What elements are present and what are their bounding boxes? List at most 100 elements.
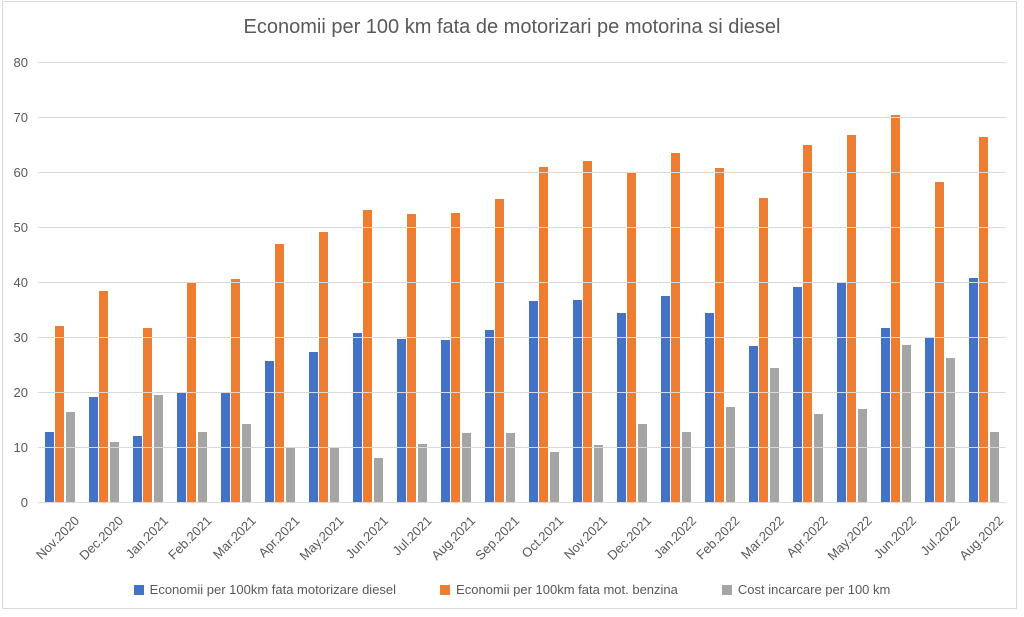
bar-diesel [89, 397, 98, 503]
bar-group [793, 63, 823, 503]
bar-benzina [803, 144, 812, 503]
bar-diesel [661, 295, 670, 503]
gridline [38, 447, 1006, 448]
bar-cost [814, 414, 823, 503]
bar-group [661, 63, 691, 503]
bar-benzina [231, 278, 240, 503]
bar-diesel [881, 327, 890, 503]
bar-diesel [749, 346, 758, 503]
x-tick-label: Aug.2022 [956, 513, 1007, 563]
gridline [38, 62, 1006, 63]
bar-group [89, 63, 119, 503]
bar-group [705, 63, 735, 503]
bar-group [265, 63, 295, 503]
legend-swatch-diesel-icon [133, 584, 144, 595]
bar-cost [946, 358, 955, 503]
bar-diesel [529, 301, 538, 503]
gridline [38, 282, 1006, 283]
x-tick-label: Jun.2021 [342, 513, 391, 562]
bar-cost [990, 431, 999, 503]
x-tick-label: Oct.2021 [518, 513, 567, 561]
bar-cost [286, 446, 295, 503]
bar-group [837, 63, 867, 503]
bar-benzina [319, 232, 328, 503]
bar-cost [682, 432, 691, 503]
x-tick-label: Nov.2020 [33, 513, 83, 563]
bar-cost [594, 444, 603, 503]
bar-diesel [617, 312, 626, 503]
bar-benzina [495, 198, 504, 503]
bar-group [441, 63, 471, 503]
bar-benzina [891, 114, 900, 503]
bar-diesel [265, 360, 274, 503]
legend-item-diesel: Economii per 100km fata motorizare diese… [133, 582, 396, 597]
legend-label-benzina: Economii per 100km fata mot. benzina [456, 582, 678, 597]
legend-swatch-cost-icon [721, 584, 732, 595]
bar-cost [462, 432, 471, 503]
bar-group [749, 63, 779, 503]
bar-cost [638, 424, 647, 503]
x-tick-label: Dec.2021 [604, 513, 655, 563]
bar-benzina [715, 168, 724, 503]
bar-group [397, 63, 427, 503]
legend-swatch-benzina-icon [440, 584, 451, 595]
bar-diesel [45, 431, 54, 503]
bar-group [221, 63, 251, 503]
bar-benzina [363, 209, 372, 503]
bars [38, 63, 1006, 503]
bar-cost [418, 443, 427, 503]
bar-cost [242, 423, 251, 503]
bar-benzina [627, 173, 636, 503]
x-tick-label: Mar.2021 [209, 513, 259, 562]
bar-diesel [705, 313, 714, 503]
bar-group [353, 63, 383, 503]
legend: Economii per 100km fata motorizare diese… [0, 582, 1024, 597]
bar-cost [374, 457, 383, 503]
x-tick-label: Feb.2021 [165, 513, 215, 563]
x-tick-label: Aug.2021 [428, 513, 479, 563]
bar-benzina [539, 166, 548, 503]
plot-area [38, 62, 1006, 503]
bar-cost [726, 407, 735, 503]
bar-benzina [275, 243, 284, 503]
bar-benzina [55, 325, 64, 503]
bar-group [925, 63, 955, 503]
bar-diesel [925, 337, 934, 503]
x-tick-label: Jan.2021 [122, 513, 171, 562]
x-tick-label: Sep.2021 [472, 513, 523, 563]
x-tick-label: Dec.2020 [76, 513, 127, 563]
bar-group [529, 63, 559, 503]
bar-diesel [397, 338, 406, 503]
bar-cost [858, 408, 867, 503]
bar-cost [330, 447, 339, 503]
x-tick-label: Jun.2022 [870, 513, 919, 562]
bar-group [881, 63, 911, 503]
bar-benzina [407, 213, 416, 503]
bar-cost [110, 441, 119, 503]
bar-cost [902, 345, 911, 503]
y-axis: 0 10 20 30 40 50 60 70 80 [0, 55, 34, 510]
bar-benzina [759, 197, 768, 503]
x-axis: Nov.2020 Dec.2020 Jan.2021 Feb.2021 Mar.2021… [33, 507, 1007, 579]
bar-benzina [847, 135, 856, 503]
bar-diesel [133, 436, 142, 503]
bar-diesel [441, 340, 450, 503]
bar-group [177, 63, 207, 503]
x-tick-label: May.2022 [824, 513, 875, 564]
bar-group [969, 63, 999, 503]
y-tick-label: 0 [20, 495, 28, 510]
gridline [38, 502, 1006, 503]
x-tick-label: Feb.2022 [693, 513, 743, 563]
y-tick-label: 80 [13, 55, 28, 70]
bar-cost [66, 411, 75, 503]
bar-diesel [485, 330, 494, 503]
y-tick-label: 40 [13, 275, 28, 290]
bar-cost [550, 451, 559, 503]
gridline [38, 392, 1006, 393]
bar-benzina [451, 212, 460, 503]
x-tick-label: Apr.2022 [783, 513, 831, 561]
bar-cost [154, 395, 163, 503]
bar-diesel [837, 283, 846, 503]
bar-group [309, 63, 339, 503]
